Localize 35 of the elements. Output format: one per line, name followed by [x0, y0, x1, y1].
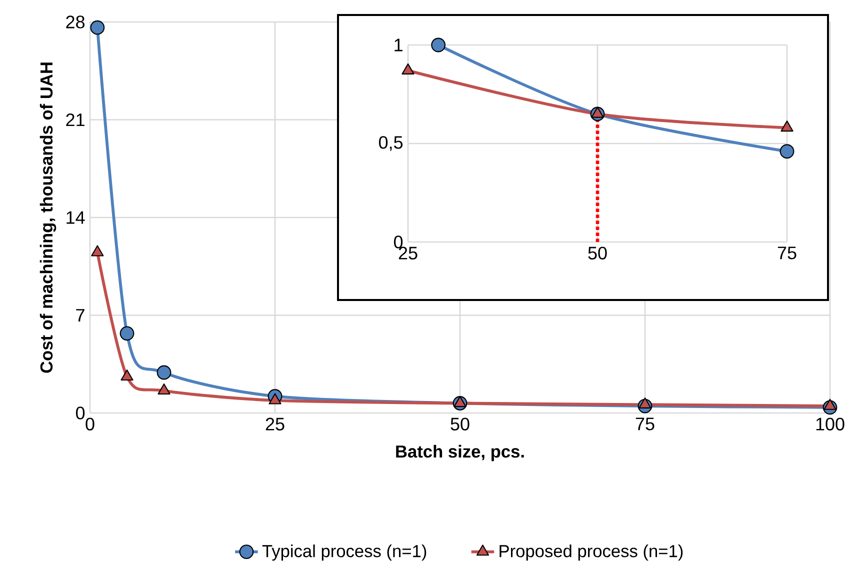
point [268, 393, 282, 404]
y-tick-label: 0 [394, 236, 403, 248]
point [120, 326, 134, 341]
point [158, 383, 170, 395]
y-tick-label: 0 [76, 406, 85, 420]
point [638, 397, 652, 408]
point [431, 38, 446, 52]
y-tick-label: 21 [66, 113, 84, 126]
x-tick-label: 0 [86, 418, 94, 430]
x-tick-label: 25 [398, 246, 418, 260]
legend-label: Typical process (n=1) [262, 544, 426, 561]
y-tick-label: 28 [66, 16, 85, 28]
y-axis-title: Cost of machining, thousands of UAH [40, 62, 56, 373]
point [824, 398, 836, 410]
point [120, 369, 134, 381]
legend-label: Proposed process (n=1) [500, 544, 683, 561]
point [780, 120, 794, 132]
point [780, 144, 794, 159]
x-tick-label: 50 [588, 246, 607, 260]
y-tick-label: 7 [76, 309, 84, 322]
x-axis-title: Batch size, pcs. [396, 444, 524, 462]
y-tick-label: 0,5 [378, 136, 403, 151]
x-tick-label: 75 [636, 418, 654, 430]
point [591, 106, 604, 118]
point [156, 365, 172, 380]
point [454, 396, 466, 408]
point [402, 63, 414, 74]
y-tick-label: 1 [394, 38, 402, 52]
x-tick-label: 25 [266, 418, 284, 430]
x-tick-label: 75 [778, 246, 796, 260]
point [90, 20, 105, 35]
y-tick-label: 14 [66, 211, 85, 224]
point [91, 245, 104, 256]
x-tick-label: 50 [450, 418, 470, 430]
x-tick-label: 100 [816, 418, 844, 430]
